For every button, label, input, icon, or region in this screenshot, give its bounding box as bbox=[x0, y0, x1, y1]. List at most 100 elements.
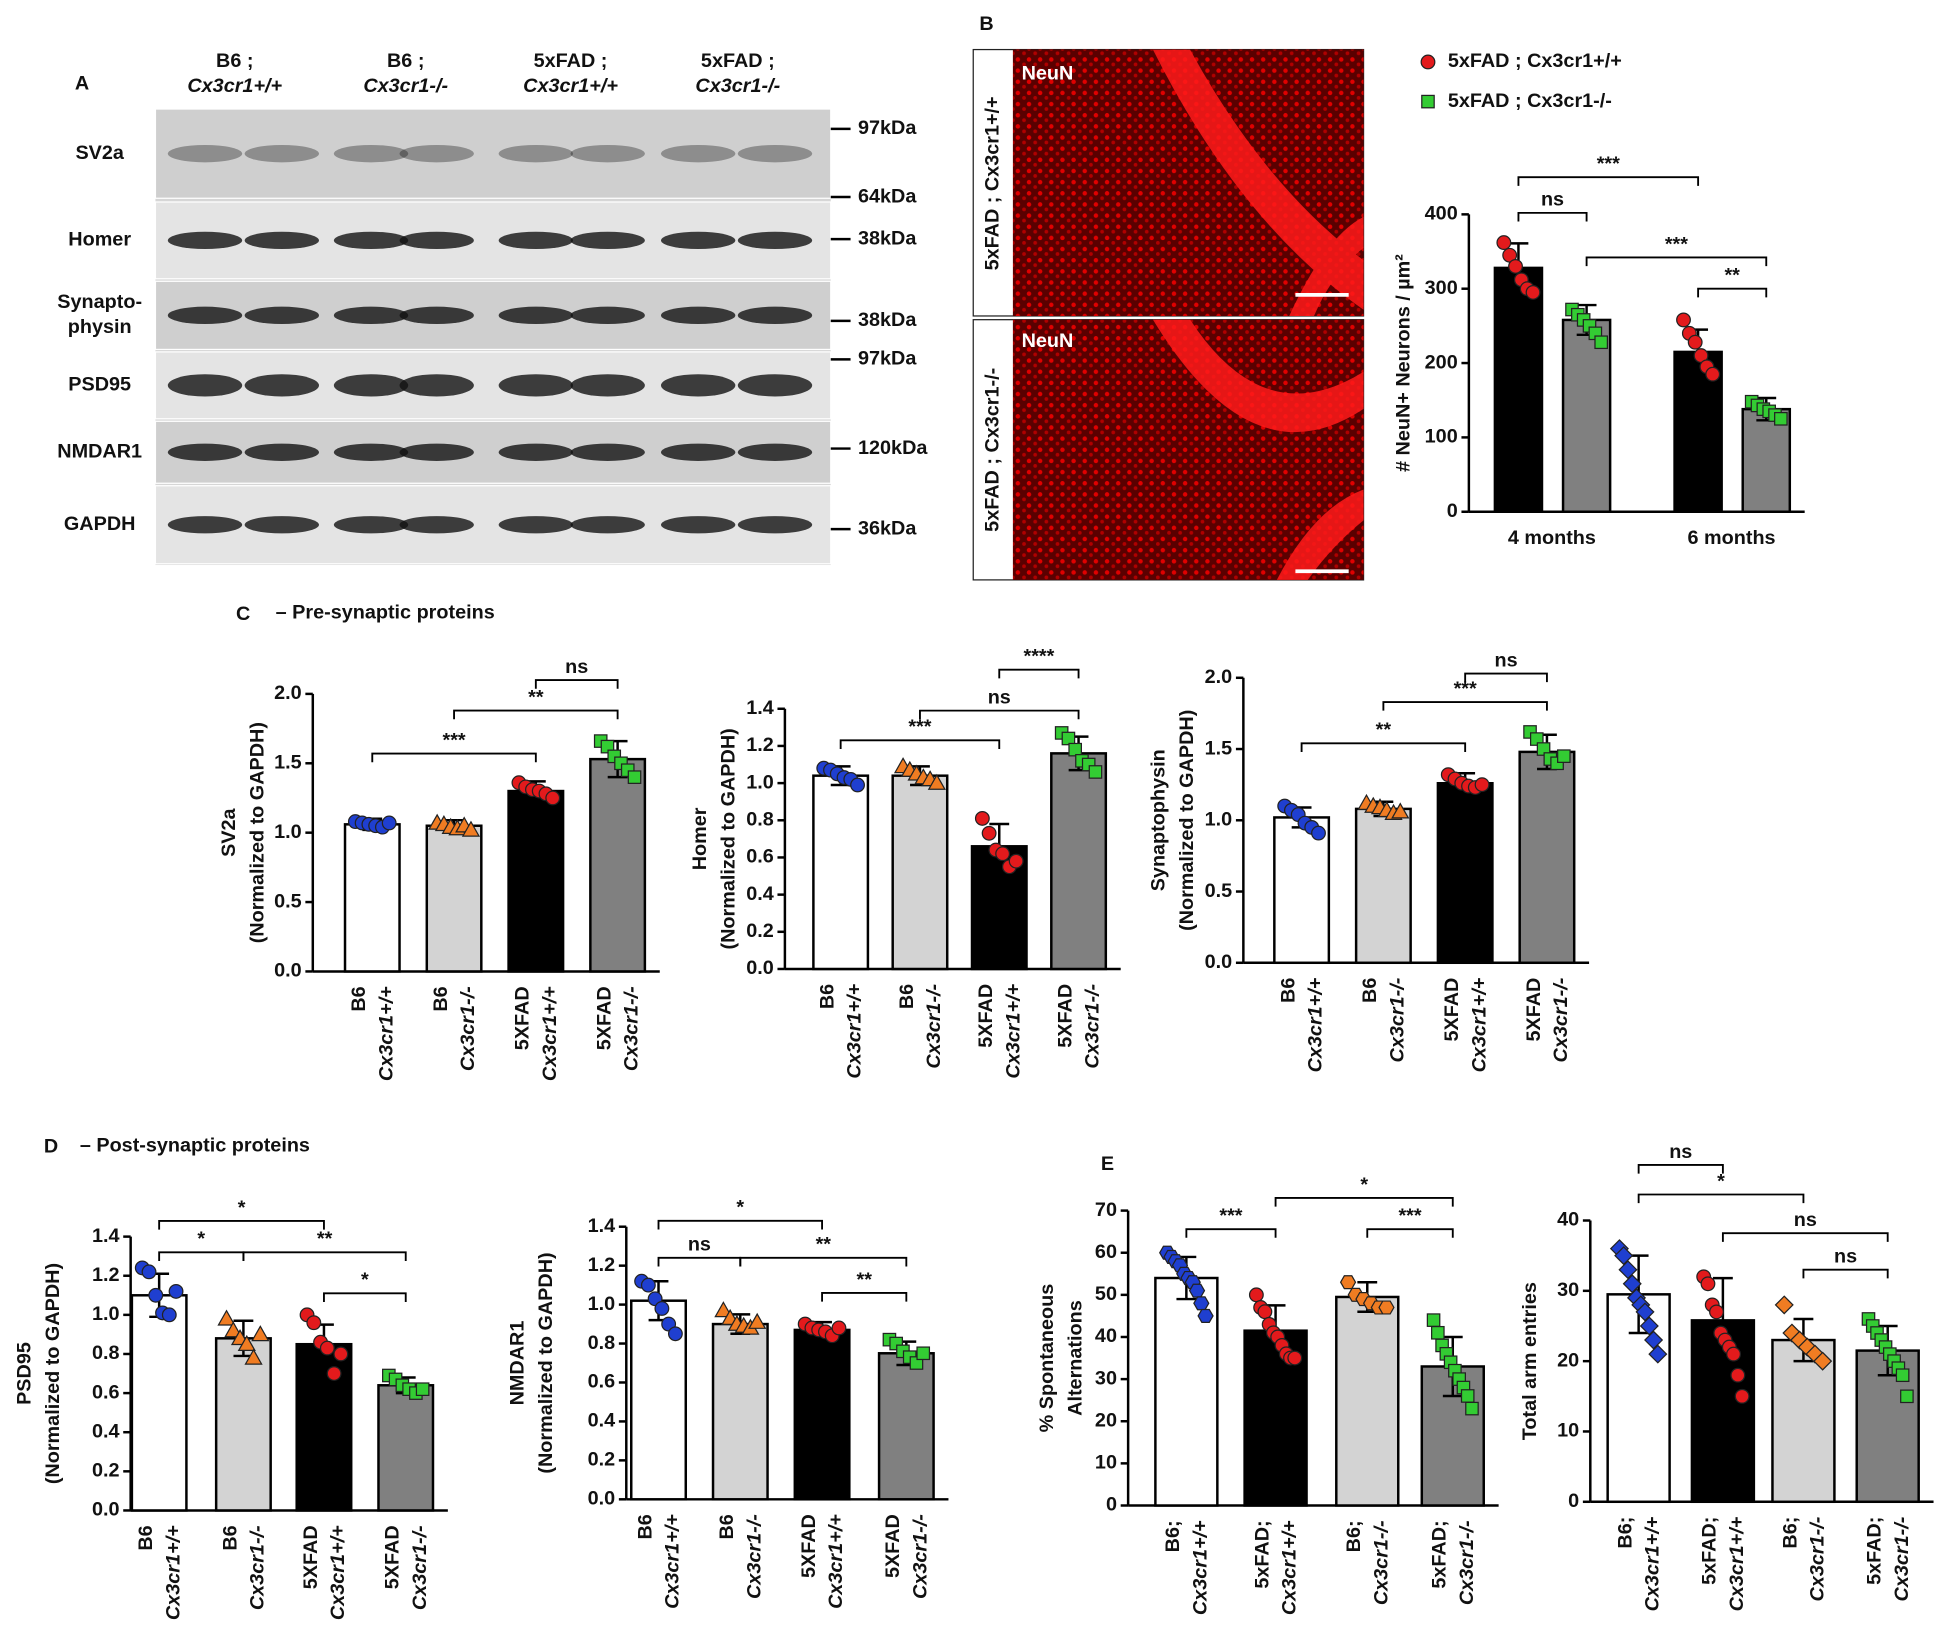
x-tick-label: Cx3cr1-/- bbox=[1082, 983, 1104, 1068]
significance-bracket bbox=[919, 709, 1080, 720]
protein-label: SV2a bbox=[75, 142, 124, 164]
significance-bracket bbox=[657, 1219, 823, 1230]
bar bbox=[1335, 1295, 1400, 1507]
significance-label: ** bbox=[1376, 719, 1392, 741]
y-tick-label: 1.5 bbox=[274, 752, 302, 774]
x-tick-label: Cx3cr1-/- bbox=[621, 986, 643, 1071]
significance-label: *** bbox=[442, 729, 465, 751]
significance-label: ns bbox=[1834, 1246, 1857, 1268]
y-axis-label: Alternations bbox=[1064, 1300, 1086, 1416]
y-tick-label: 1.4 bbox=[588, 1215, 616, 1237]
data-point bbox=[1687, 334, 1703, 350]
x-tick-label: B6 bbox=[135, 1525, 157, 1550]
significance-label: ns bbox=[565, 656, 588, 678]
data-point bbox=[545, 790, 561, 806]
y-tick-label: 0.4 bbox=[92, 1420, 120, 1442]
y-axis-label: % Spontaneous bbox=[1036, 1284, 1058, 1433]
bar bbox=[1273, 816, 1331, 965]
y-tick-label: 1.2 bbox=[588, 1254, 616, 1276]
band bbox=[660, 144, 736, 163]
marker-label: 97kDa bbox=[858, 117, 917, 139]
significance-label: ns bbox=[1669, 1141, 1692, 1163]
significance-bracket bbox=[998, 668, 1080, 679]
band bbox=[167, 144, 243, 163]
data-point bbox=[974, 810, 990, 826]
y-tick-label: 0.4 bbox=[588, 1410, 616, 1432]
protein-label: physin bbox=[68, 316, 132, 338]
band bbox=[167, 516, 243, 534]
data-point bbox=[831, 1320, 847, 1336]
significance-label: ** bbox=[856, 1269, 872, 1291]
x-tick-label: B6 bbox=[430, 986, 452, 1011]
stain-label: NeuN bbox=[1022, 63, 1074, 85]
band bbox=[333, 306, 409, 325]
y-tick-label: 0 bbox=[1568, 1490, 1579, 1512]
band bbox=[167, 374, 243, 397]
band bbox=[333, 374, 409, 397]
band bbox=[660, 306, 736, 325]
x-tick-label: B6; bbox=[1343, 1520, 1365, 1552]
x-tick-label: 5XFAD bbox=[1054, 984, 1076, 1048]
x-tick-label: Cx3cr1-/- bbox=[1807, 1516, 1829, 1601]
data-point bbox=[1287, 1350, 1303, 1366]
x-tick-label: Cx3cr1-/- bbox=[1891, 1516, 1913, 1601]
band bbox=[399, 231, 474, 250]
x-tick-label: 5XFAD bbox=[382, 1525, 404, 1589]
significance-bracket bbox=[158, 1220, 325, 1230]
y-tick-label: 10 bbox=[1095, 1452, 1117, 1474]
data-point bbox=[1311, 825, 1326, 841]
band bbox=[660, 516, 736, 534]
y-axis-label: (Normalized to GAPDH) bbox=[247, 722, 269, 943]
significance-label: ns bbox=[1541, 189, 1564, 211]
band bbox=[498, 374, 574, 397]
y-tick-label: 0.2 bbox=[746, 920, 774, 942]
band bbox=[244, 516, 319, 534]
x-tick-label: 5XFAD bbox=[798, 1514, 820, 1578]
x-tick-label: B6 bbox=[1359, 978, 1381, 1003]
data-point bbox=[1614, 1246, 1634, 1266]
x-tick-label: Cx3cr1+/+ bbox=[1305, 977, 1327, 1072]
protein-label: Synapto- bbox=[57, 291, 142, 313]
bar bbox=[214, 1337, 272, 1512]
x-tick-label: Cx3cr1+/+ bbox=[662, 1514, 684, 1609]
y-tick-label: 50 bbox=[1095, 1283, 1117, 1305]
significance-bracket bbox=[821, 1291, 908, 1302]
band bbox=[660, 231, 736, 250]
data-point bbox=[1525, 284, 1541, 300]
y-tick-label: 100 bbox=[1425, 426, 1458, 448]
y-axis-label: SV2a bbox=[218, 807, 240, 856]
x-tick-label: Cx3cr1+/+ bbox=[1189, 1520, 1211, 1615]
band bbox=[333, 516, 409, 534]
band bbox=[399, 516, 474, 534]
y-tick-label: 0.8 bbox=[92, 1342, 120, 1364]
x-tick-label: Cx3cr1-/- bbox=[1370, 1520, 1392, 1605]
data-point bbox=[1257, 1304, 1273, 1320]
y-tick-label: 0.0 bbox=[588, 1488, 616, 1510]
y-axis-label: Homer bbox=[689, 807, 711, 870]
panel-label: A bbox=[75, 72, 89, 94]
data-point bbox=[1088, 765, 1103, 779]
data-point bbox=[927, 773, 946, 790]
y-tick-label: 1.4 bbox=[92, 1225, 120, 1247]
data-point bbox=[1700, 1276, 1716, 1292]
data-point bbox=[1648, 1344, 1668, 1364]
panel-label: D bbox=[44, 1136, 58, 1158]
x-tick-label: Cx3cr1+/+ bbox=[1642, 1516, 1664, 1611]
significance-label: *** bbox=[1219, 1205, 1242, 1227]
significance-bracket bbox=[839, 739, 1001, 750]
bar bbox=[295, 1342, 353, 1512]
bar bbox=[1354, 807, 1412, 965]
significance-bracket bbox=[453, 709, 619, 720]
significance-bracket bbox=[1382, 701, 1548, 711]
band bbox=[244, 306, 319, 325]
band bbox=[498, 443, 574, 461]
significance-bracket bbox=[1697, 287, 1768, 298]
data-point bbox=[1431, 1325, 1445, 1340]
x-tick-label: 5XFAD bbox=[1441, 978, 1463, 1042]
significance-label: * bbox=[736, 1197, 744, 1219]
data-point bbox=[748, 1312, 767, 1329]
x-tick-label: Cx3cr1+/+ bbox=[1279, 1520, 1301, 1615]
x-tick-label: Cx3cr1-/- bbox=[1550, 977, 1572, 1062]
y-axis-label: (Normalized to GAPDH) bbox=[1176, 710, 1198, 931]
